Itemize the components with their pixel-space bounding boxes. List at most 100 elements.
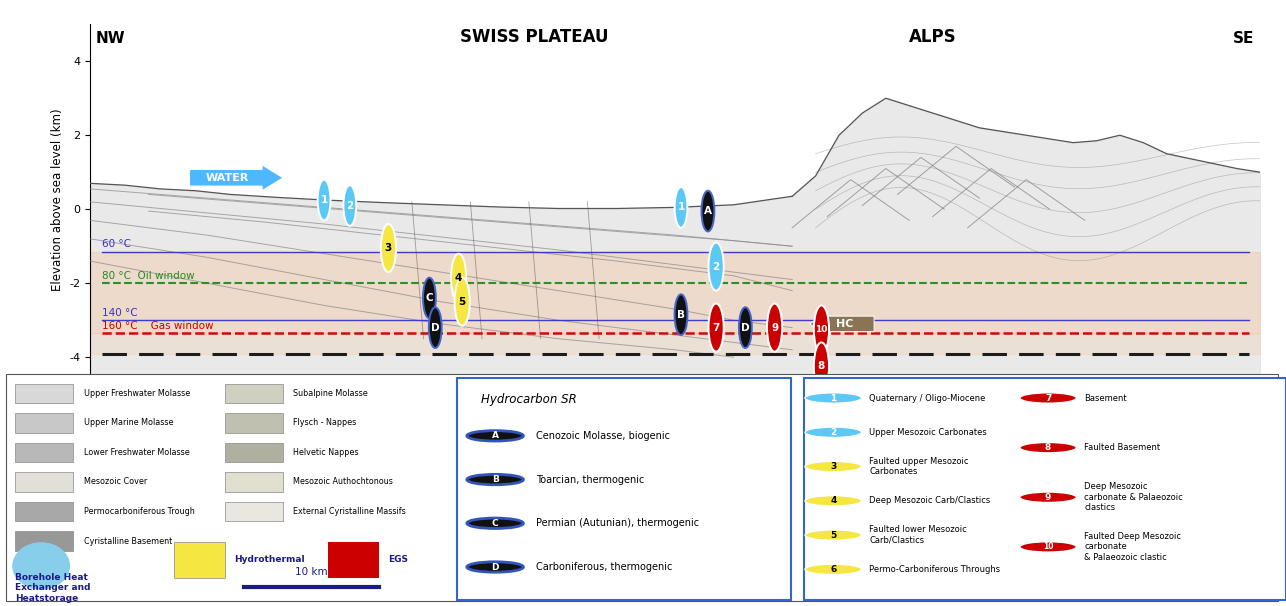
Circle shape xyxy=(675,295,688,335)
Text: 8: 8 xyxy=(818,361,826,371)
Text: Faulted Basement: Faulted Basement xyxy=(1084,443,1160,452)
Text: Cenozoic Molasse, biogenic: Cenozoic Molasse, biogenic xyxy=(536,431,670,441)
Text: Mesozoic Authochtonous: Mesozoic Authochtonous xyxy=(293,478,394,487)
Text: 5: 5 xyxy=(831,531,836,539)
Text: Basement: Basement xyxy=(1084,393,1127,402)
Circle shape xyxy=(814,342,829,390)
Text: 5: 5 xyxy=(459,297,466,307)
Text: SWISS PLATEAU: SWISS PLATEAU xyxy=(460,28,610,46)
Text: 9: 9 xyxy=(772,322,778,333)
Text: 2: 2 xyxy=(712,262,720,271)
Text: Borehole Heat
Exchanger and
Heatstorage: Borehole Heat Exchanger and Heatstorage xyxy=(15,573,91,603)
Text: 140 °C: 140 °C xyxy=(102,308,138,318)
Text: Mesozoic Cover: Mesozoic Cover xyxy=(84,478,147,487)
Text: 10: 10 xyxy=(1043,542,1053,551)
Circle shape xyxy=(739,307,752,348)
Circle shape xyxy=(1020,393,1076,403)
Text: A: A xyxy=(703,206,712,216)
Circle shape xyxy=(709,242,724,291)
Text: 160 °C    Gas window: 160 °C Gas window xyxy=(102,321,213,331)
Text: 80 °C  Oil window: 80 °C Oil window xyxy=(102,271,194,281)
Text: Cyristalline Basement: Cyristalline Basement xyxy=(84,536,172,545)
Text: 10 km: 10 km xyxy=(294,567,328,578)
Circle shape xyxy=(805,393,862,403)
Text: D: D xyxy=(491,562,499,571)
Text: 6: 6 xyxy=(831,565,836,574)
Text: C: C xyxy=(426,293,433,303)
Circle shape xyxy=(814,305,829,353)
Text: 2: 2 xyxy=(346,201,354,210)
Circle shape xyxy=(454,278,469,326)
Text: Faulted lower Mesozoic
Carb/Clastics: Faulted lower Mesozoic Carb/Clastics xyxy=(869,525,967,545)
Circle shape xyxy=(701,191,714,231)
Text: Carboniferous, thermogenic: Carboniferous, thermogenic xyxy=(536,562,673,572)
Circle shape xyxy=(805,564,862,574)
Text: Subalpine Molasse: Subalpine Molasse xyxy=(293,389,368,398)
Text: 1: 1 xyxy=(678,202,684,212)
Circle shape xyxy=(1020,492,1076,502)
Circle shape xyxy=(709,304,724,351)
Bar xyxy=(328,542,379,578)
Circle shape xyxy=(1020,442,1076,453)
Text: Toarcian, thermogenic: Toarcian, thermogenic xyxy=(536,474,644,485)
Bar xyxy=(15,531,73,551)
Circle shape xyxy=(381,224,396,272)
Text: 7: 7 xyxy=(712,322,720,333)
Circle shape xyxy=(467,474,523,485)
Text: Lower Freshwater Molasse: Lower Freshwater Molasse xyxy=(84,448,189,457)
Bar xyxy=(15,472,73,491)
Bar xyxy=(15,384,73,403)
Circle shape xyxy=(1020,542,1076,552)
Bar xyxy=(225,472,283,491)
FancyBboxPatch shape xyxy=(6,375,1278,601)
Text: Flysch - Nappes: Flysch - Nappes xyxy=(293,418,356,427)
Text: 2: 2 xyxy=(831,428,836,437)
Circle shape xyxy=(675,187,688,228)
Circle shape xyxy=(467,431,523,441)
Text: Upper Marine Molasse: Upper Marine Molasse xyxy=(84,418,174,427)
Bar xyxy=(15,443,73,462)
Text: C: C xyxy=(491,519,499,528)
Text: WATER: WATER xyxy=(206,173,248,183)
Bar xyxy=(225,443,283,462)
Circle shape xyxy=(423,278,436,318)
Text: 8: 8 xyxy=(1046,443,1051,452)
Text: D: D xyxy=(431,322,440,333)
Text: HC: HC xyxy=(836,319,854,329)
Bar xyxy=(225,413,283,433)
Circle shape xyxy=(428,307,441,348)
Y-axis label: Elevation above sea level (km): Elevation above sea level (km) xyxy=(50,108,63,291)
Text: Permocarboniferous Trough: Permocarboniferous Trough xyxy=(84,507,194,516)
Text: 4: 4 xyxy=(455,273,463,282)
Text: External Cyristalline Massifs: External Cyristalline Massifs xyxy=(293,507,406,516)
Text: 7: 7 xyxy=(1046,393,1051,402)
Circle shape xyxy=(766,304,782,351)
Text: NW: NW xyxy=(96,32,126,46)
Text: SE: SE xyxy=(1233,32,1254,46)
Text: Deep Mesozoic
carbonate & Palaeozoic
clastics: Deep Mesozoic carbonate & Palaeozoic cla… xyxy=(1084,482,1183,512)
Text: Faulted upper Mesozoic
Carbonates: Faulted upper Mesozoic Carbonates xyxy=(869,457,968,476)
Text: Helvetic Nappes: Helvetic Nappes xyxy=(293,448,359,457)
Ellipse shape xyxy=(13,542,69,590)
Text: 10: 10 xyxy=(815,325,828,334)
Bar xyxy=(174,542,225,578)
Circle shape xyxy=(451,254,467,302)
Text: 1: 1 xyxy=(831,393,836,402)
Text: B: B xyxy=(676,310,685,320)
Text: Hydrocarbon SR: Hydrocarbon SR xyxy=(481,393,576,406)
Text: 9: 9 xyxy=(1046,493,1051,502)
Text: 3: 3 xyxy=(385,243,392,253)
Bar xyxy=(225,384,283,403)
Text: Upper Freshwater Molasse: Upper Freshwater Molasse xyxy=(84,389,190,398)
Circle shape xyxy=(805,427,862,438)
Text: D: D xyxy=(741,322,750,333)
Circle shape xyxy=(805,530,862,541)
Circle shape xyxy=(343,185,356,226)
Text: A: A xyxy=(491,431,499,441)
Text: 60 °C: 60 °C xyxy=(102,239,131,249)
Text: B: B xyxy=(491,475,499,484)
Text: ALPS: ALPS xyxy=(909,28,957,46)
Text: Permian (Autunian), thermogenic: Permian (Autunian), thermogenic xyxy=(536,518,700,528)
FancyArrow shape xyxy=(810,312,874,336)
Circle shape xyxy=(805,461,862,471)
